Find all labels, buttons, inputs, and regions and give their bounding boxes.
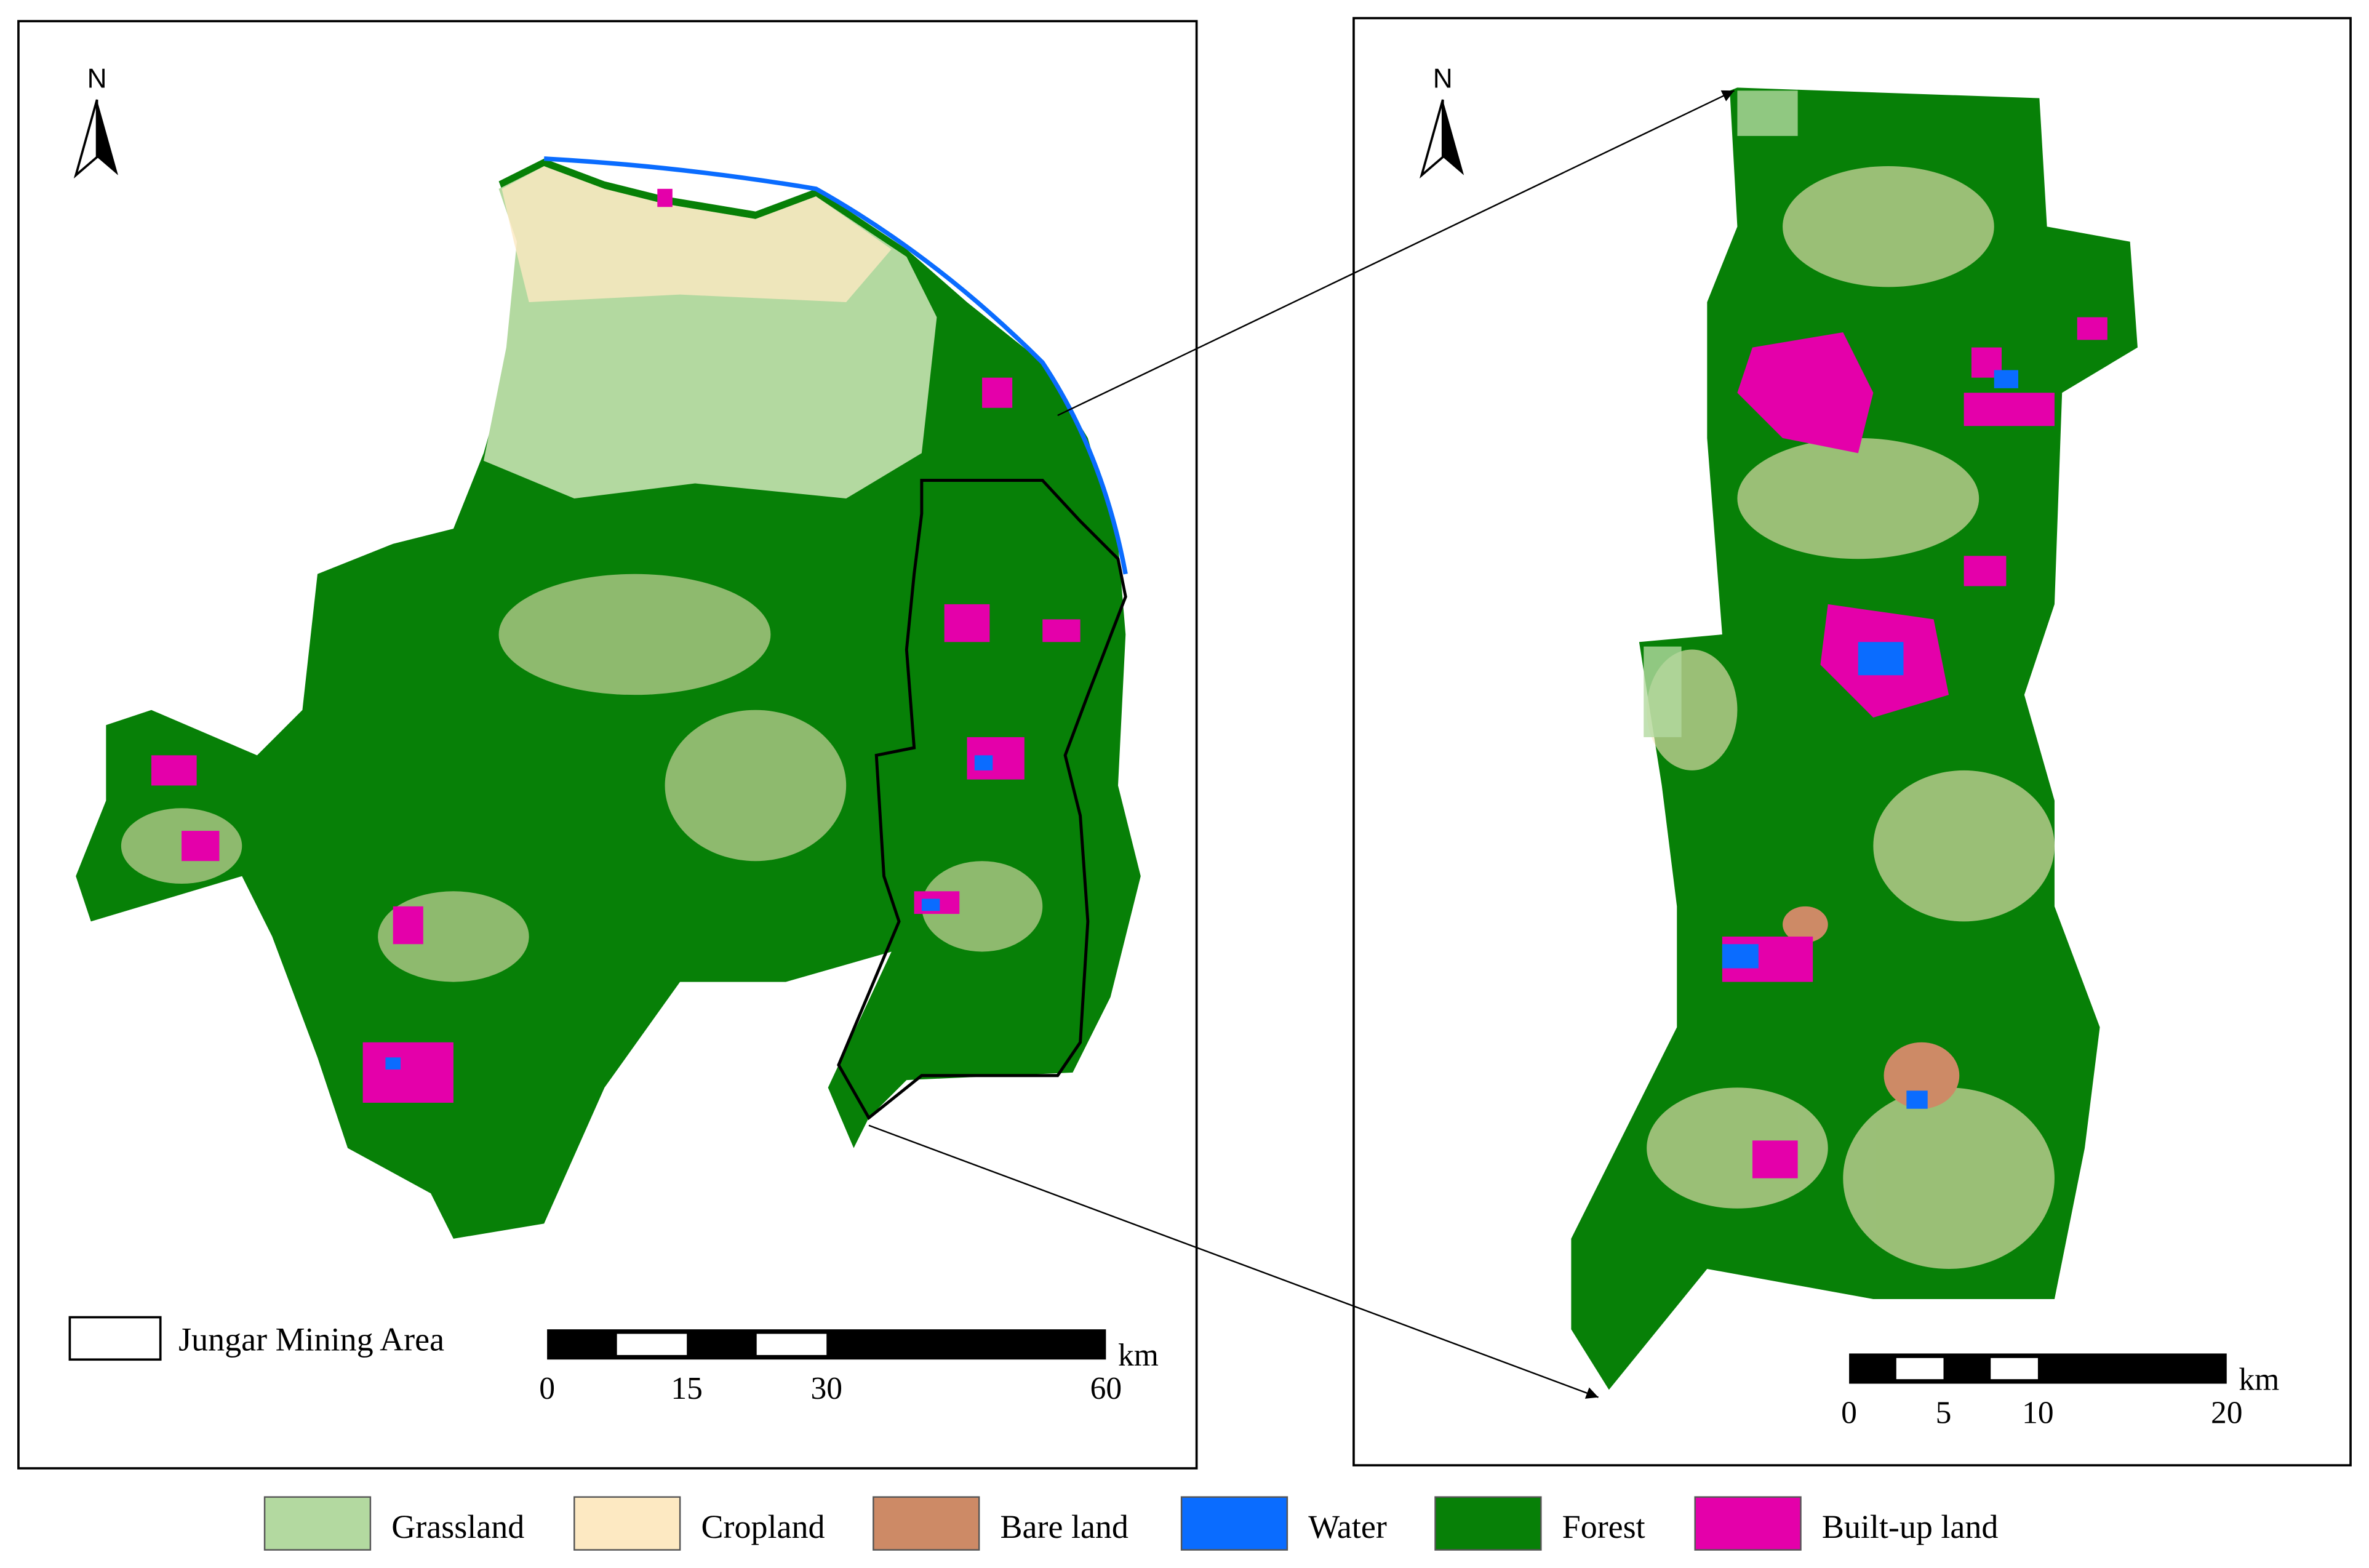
boundary-legend-label: Jungar Mining Area [178, 1321, 444, 1358]
legend-swatch [1180, 1496, 1288, 1551]
scale-tick-label: 5 [1936, 1395, 1952, 1430]
built-up-patches [151, 188, 1081, 1103]
scale-bar-segment [756, 1334, 827, 1355]
scale-unit: km [1118, 1338, 1159, 1373]
legend-swatch [1694, 1496, 1802, 1551]
grassland-patches [1644, 90, 1798, 737]
legend-label: Built-up land [1822, 1508, 1998, 1545]
scale-tick-label: 0 [1841, 1395, 1857, 1430]
right-map [1571, 87, 2138, 1390]
legend-swatch [873, 1496, 980, 1551]
right-frame [1352, 17, 2352, 1466]
water-features [1722, 370, 2019, 1109]
mining-area-boundary [837, 479, 1127, 1121]
scale-tick-label: 15 [671, 1371, 703, 1406]
zoom-arrow [1057, 90, 1735, 417]
legend-swatch [1434, 1496, 1542, 1551]
boundary-legend-swatch [68, 1316, 162, 1361]
cropland-area [501, 166, 892, 302]
scale-tick-label: 30 [810, 1371, 842, 1406]
legend-label: Water [1308, 1508, 1387, 1545]
bare-land-patches [1783, 906, 1960, 1109]
scale-tick-label: 60 [1090, 1371, 1122, 1406]
north-arrow: N [73, 63, 118, 179]
north-label: N [87, 63, 107, 94]
scale-bar-segment [1896, 1358, 1944, 1380]
legend-label: Cropland [701, 1508, 825, 1545]
cropland-patches [121, 574, 1043, 982]
legend-swatch [573, 1496, 681, 1551]
scale-bar-segment [617, 1334, 687, 1355]
zoom-arrow [868, 1124, 1599, 1399]
scale-tick-label: 0 [539, 1371, 555, 1406]
scale-bar-segment [1991, 1358, 2038, 1380]
scale-unit: km [2239, 1362, 2279, 1397]
north-arrow: N [1419, 63, 1464, 179]
legend-label: Grassland [391, 1508, 524, 1545]
north-label: N [1433, 63, 1453, 94]
river [543, 156, 1128, 575]
legend: Grassland Cropland Bare land Water Forest Bui… [263, 1496, 1998, 1551]
water-features [385, 755, 993, 1070]
left-map [76, 156, 1141, 1239]
scale-tick-label: 10 [2022, 1395, 2054, 1430]
legend-swatch [263, 1496, 372, 1551]
scale-tick-label: 20 [2211, 1395, 2243, 1430]
legend-label: Bare land [1001, 1508, 1129, 1545]
legend-label: Forest [1562, 1508, 1645, 1545]
left-frame [17, 20, 1198, 1470]
